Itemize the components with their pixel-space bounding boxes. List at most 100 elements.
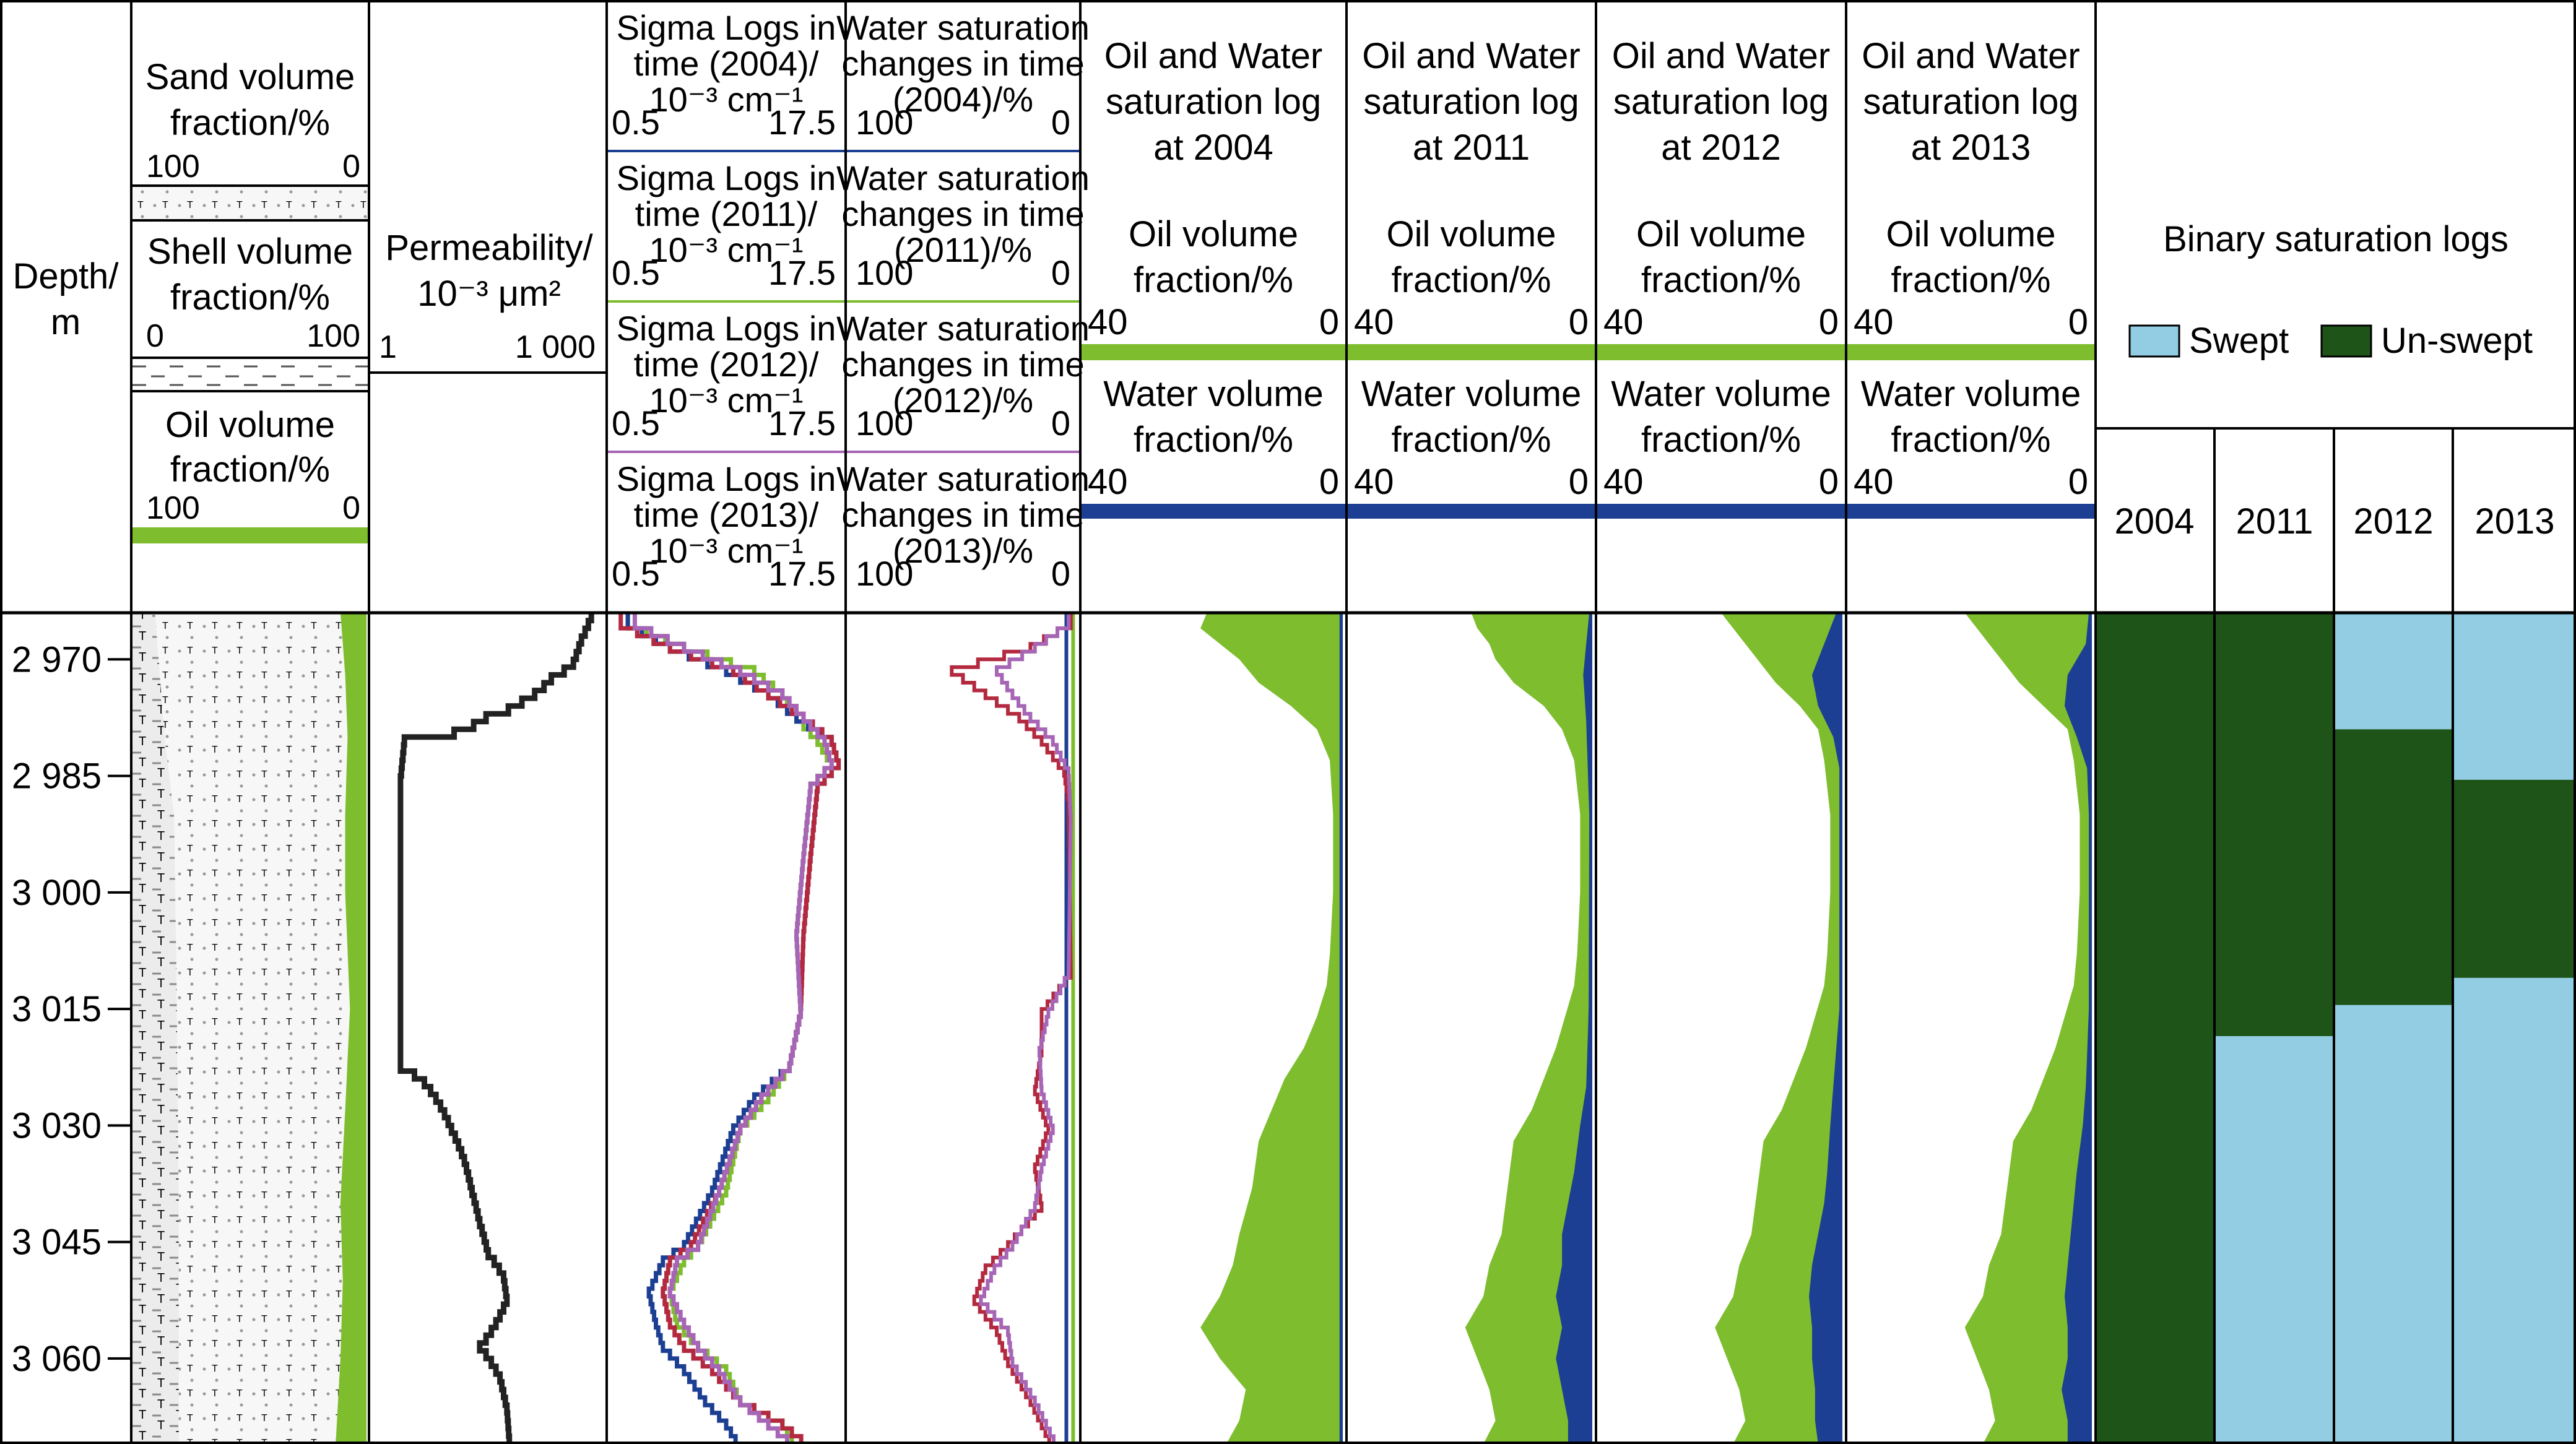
ow-2-title-line3: at 2012: [1661, 128, 1781, 168]
ow-2-oil-scale-right: 0: [1819, 302, 1839, 342]
sigma-3-title-line3: 10⁻³ cm⁻¹: [649, 531, 804, 570]
sigma-1-scale-right: 17.5: [768, 253, 836, 292]
sw-3-title-line2: changes in time: [841, 495, 1084, 534]
depth-title-line1: Depth/: [13, 256, 119, 296]
sand-scale-right: 0: [342, 149, 360, 184]
sw-1-title-line1: Water saturation: [836, 158, 1090, 197]
ow-1-water-title-line2: fraction/%: [1392, 420, 1551, 460]
sigma-1-title-line2: time (2011)/: [635, 194, 818, 233]
ow-0-water-scale-right: 0: [1319, 462, 1339, 502]
binary-header: Binary saturation logs Swept Un-swept 20…: [2114, 219, 2554, 542]
sigma-curve-2004: [625, 613, 834, 1444]
sw-1-scale-left: 100: [856, 253, 913, 292]
ow-1-title-line1: Oil and Water: [1362, 36, 1580, 76]
sand-title-line1: Sand volume: [145, 57, 355, 97]
binary-segment-2011-0: [2214, 613, 2334, 1037]
depth-tick-label: 3 015: [12, 989, 102, 1029]
lith-oil-title-line2: fraction/%: [170, 449, 330, 490]
depth-header: Depth/ m: [13, 256, 119, 342]
sigma-2-scale-left: 0.5: [612, 404, 660, 443]
shell-title-line1: Shell volume: [147, 231, 353, 272]
ow-3-title-line3: at 2013: [1911, 128, 2031, 168]
ow-3-water-title-line2: fraction/%: [1891, 420, 2051, 460]
legend-label-swept: Swept: [2189, 321, 2289, 361]
ow-3-oil-scale-left: 40: [1854, 302, 1894, 342]
permeability-scale-right: 1 000: [515, 329, 596, 365]
sigma-0-title-line3: 10⁻³ cm⁻¹: [649, 80, 804, 119]
sigma-curve-2011: [625, 613, 841, 1444]
depth-tick-label: 3 045: [12, 1222, 102, 1263]
ow-2-water-bar: [1596, 504, 1846, 519]
depth-tick-label: 3 000: [12, 873, 102, 913]
sigma-3-scale-right: 17.5: [768, 554, 836, 593]
ow-1-oil-scale-left: 40: [1354, 302, 1394, 342]
sw-2-scale-right: 0: [1051, 404, 1070, 443]
sw-change-curve-2013: [979, 613, 1073, 1444]
binary-year-2011: 2011: [2236, 501, 2314, 542]
depth-tick-label: 3 030: [12, 1105, 102, 1146]
sw-3-scale-left: 100: [856, 554, 913, 593]
binary-year-2013: 2013: [2474, 501, 2554, 542]
sw-0-title-line3: (2004)/%: [893, 80, 1033, 119]
ow-3-title-line1: Oil and Water: [1862, 36, 2079, 76]
permeability-header: Permeability/ 10⁻³ μm² 1 1 000: [379, 228, 596, 365]
ow-0-oil-title-line2: fraction/%: [1134, 260, 1293, 300]
binary-segment-2012-2: [2334, 1005, 2453, 1444]
ow-1-water-bar: [1347, 504, 1596, 519]
ow-1-oil-bar: [1347, 344, 1596, 360]
binary-segment-2012-0: [2334, 613, 2453, 730]
ow-1-water-scale-left: 40: [1354, 462, 1394, 502]
binary-year-2004: 2004: [2114, 501, 2194, 542]
ow-0-water-bar: [1080, 504, 1347, 519]
lith-oil-title-line1: Oil volume: [165, 405, 335, 445]
lithology-oil-fill: [336, 613, 366, 1444]
legend-swatch-unswept: [2320, 324, 2372, 358]
sand-scale-left: 100: [146, 149, 200, 184]
lith-oil-scale-right: 0: [342, 490, 360, 526]
oil-fill-2011: [1465, 613, 1592, 1444]
sw-1-title-line2: changes in time: [841, 194, 1084, 233]
sigma-3-scale-left: 0.5: [612, 554, 660, 593]
sigma-0-title-line1: Sigma Logs in: [617, 8, 836, 47]
ow-2-water-scale-left: 40: [1603, 462, 1644, 502]
depth-tick-label: 2 985: [12, 756, 102, 797]
sigma-2-title-line3: 10⁻³ cm⁻¹: [649, 381, 804, 420]
water-fill-2012: [1809, 613, 1842, 1444]
sw-3-title-line1: Water saturation: [836, 459, 1090, 498]
sw-0-scale-right: 0: [1051, 103, 1070, 142]
binary-segment-2012-1: [2334, 729, 2453, 1005]
sigma-0-scale-left: 0.5: [612, 103, 660, 142]
sigma-curve-2013: [632, 613, 834, 1444]
ow-2-oil-title-line1: Oil volume: [1636, 214, 1806, 254]
track-headers: Depth/ m Sand volume fraction/% 100 0 Sh…: [13, 8, 2555, 593]
sw-3-title-line3: (2013)/%: [893, 531, 1033, 570]
oil-fill-2013: [1964, 613, 2092, 1444]
ow-0-title-line2: saturation log: [1106, 82, 1321, 122]
ow-0-water-scale-left: 40: [1088, 462, 1128, 502]
binary-title: Binary saturation logs: [2163, 219, 2509, 259]
sw-1-scale-right: 0: [1051, 253, 1070, 292]
ow-1-oil-title-line2: fraction/%: [1392, 260, 1551, 300]
shell-legend-swatch: [132, 358, 368, 390]
ow-1-title-line2: saturation log: [1363, 82, 1579, 122]
ow-3-oil-title-line1: Oil volume: [1886, 214, 2056, 254]
ow-0-title-line3: at 2004: [1153, 128, 1273, 168]
ow-3-title-line2: saturation log: [1863, 82, 2078, 122]
water-fill-2004: [1339, 613, 1343, 1444]
sw-0-scale-left: 100: [856, 103, 913, 142]
permeability-title-line1: Permeability/: [385, 228, 593, 268]
sigma-1-scale-left: 0.5: [612, 253, 660, 292]
sigma-2-title-line2: time (2012)/: [634, 345, 819, 384]
sigma-1-title-line1: Sigma Logs in: [617, 158, 836, 197]
binary-segment-2004-0: [2096, 613, 2214, 1444]
binary-segment-2013-0: [2453, 613, 2576, 780]
sigma-0-title-line2: time (2004)/: [634, 44, 819, 83]
lithology-header: Sand volume fraction/% 100 0 Shell volum…: [132, 57, 368, 543]
shell-title-line2: fraction/%: [170, 277, 330, 318]
sigma-3-title-line1: Sigma Logs in: [617, 459, 836, 498]
ow-0-oil-bar: [1080, 344, 1347, 360]
